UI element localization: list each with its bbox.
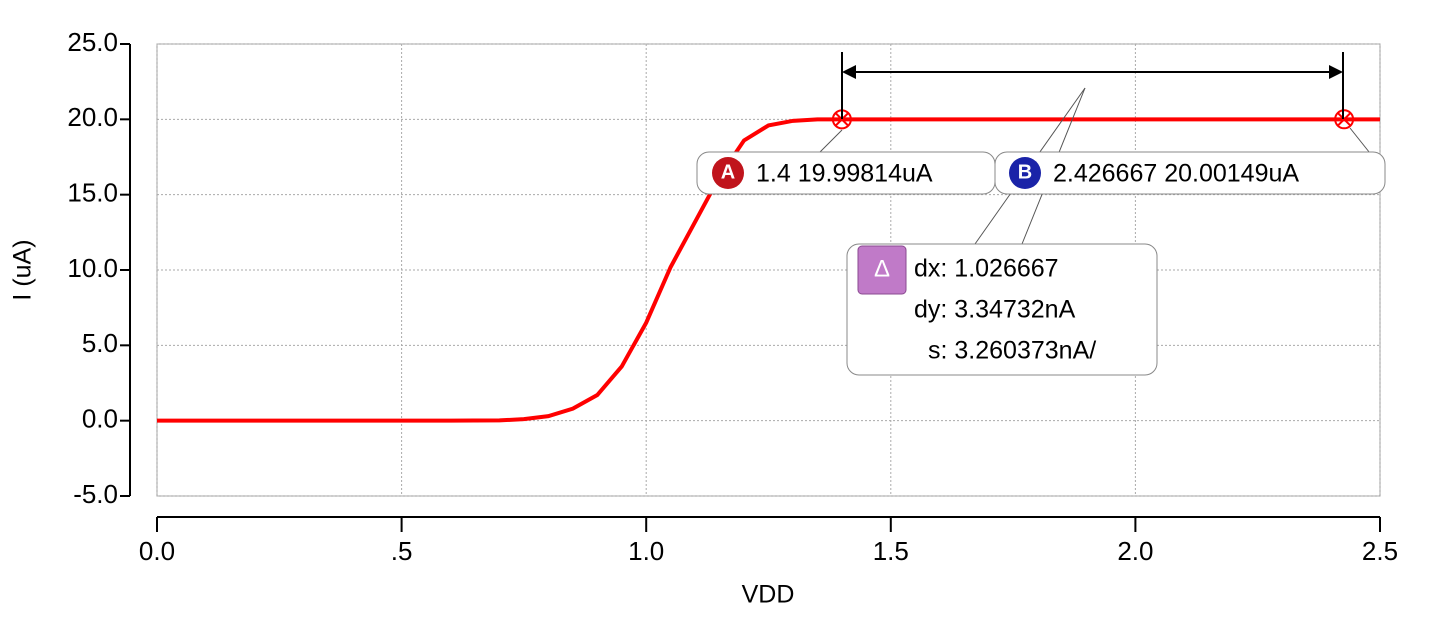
- marker-cross: [1337, 112, 1351, 127]
- plot-frame: [156, 43, 1381, 497]
- delta-box: [846, 243, 1158, 376]
- y-tick-label: -5.0: [73, 479, 118, 509]
- x-tick-label: .5: [391, 536, 413, 566]
- x-axis-label: VDD: [742, 581, 795, 609]
- y-tick-label: 5.0: [82, 328, 118, 358]
- arrow-head: [842, 65, 856, 79]
- y-axis-label: I (uA): [9, 239, 37, 300]
- delta-name: Δ: [874, 255, 890, 282]
- marker-b-box: [994, 151, 1386, 195]
- x-tick-label: 1.5: [873, 536, 909, 566]
- x-tick-label: 0.0: [139, 536, 175, 566]
- y-tick-label: 25.0: [67, 27, 118, 57]
- marker-a-badge: [712, 157, 744, 189]
- x-tick-label: 2.0: [1117, 536, 1153, 566]
- delta-slope: s: 3.260373nA/: [928, 337, 1096, 365]
- marker-b-badge: [1009, 157, 1041, 189]
- marker-a-name: A: [721, 161, 735, 183]
- grid: [156, 43, 1381, 497]
- delta-dx: dx: 1.026667: [914, 255, 1059, 283]
- marker-b-name: B: [1018, 161, 1032, 183]
- y-tick-label: 20.0: [67, 102, 118, 132]
- delta-dy: dy: 3.34732nA: [914, 296, 1076, 324]
- y-tick-label: 10.0: [67, 253, 118, 283]
- annotations: A 1.4 19.99814uA B 2.426667 20.00149uA Δ…: [696, 52, 1386, 376]
- series-line: [157, 117, 1380, 423]
- marker-point: [1334, 109, 1355, 130]
- marker-cross: [835, 112, 849, 127]
- marker-b-label: 2.426667 20.00149uA: [1053, 160, 1299, 188]
- x-tick-label: 1.0: [628, 536, 664, 566]
- curve-layer: [157, 109, 1380, 423]
- connector: [819, 129, 843, 153]
- y-tick-label: 15.0: [67, 178, 118, 208]
- delta-badge: [857, 245, 907, 295]
- arrow-head: [1329, 65, 1343, 79]
- x-tick-label: 2.5: [1362, 536, 1398, 566]
- y-tick-label: 0.0: [82, 404, 118, 434]
- marker-a-label: 1.4 19.99814uA: [756, 160, 933, 188]
- marker-circle: [1334, 109, 1355, 130]
